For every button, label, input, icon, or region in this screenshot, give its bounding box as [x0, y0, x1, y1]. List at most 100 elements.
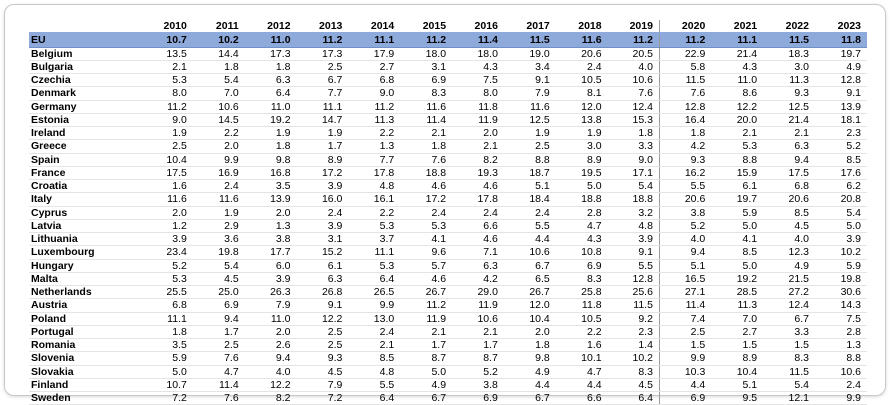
value-cell: 4.8 — [607, 219, 660, 234]
value-cell: 5.5 — [658, 179, 712, 194]
value-cell: 4.0 — [763, 232, 815, 247]
table-row: Poland 11.1 9.4 11.0 12.2 13.0 11.9 10.6 10.4 10.… — [29, 312, 867, 326]
value-cell: 14.3 — [814, 298, 867, 313]
value-cell: 13.8 — [555, 113, 608, 128]
row-label: Latvia — [29, 219, 141, 234]
value-cell: 6.3 — [244, 73, 297, 88]
value-cell: 2.1 — [452, 139, 504, 154]
value-cell: 16.9 — [192, 166, 245, 181]
row-label: Germany — [29, 100, 141, 114]
value-cell: 2.4 — [452, 206, 504, 220]
value-cell: 5.2 — [452, 365, 504, 379]
table-row: Croatia 1.6 2.4 3.5 3.9 4.8 4.6 4.6 5.1 5.0 5.4 5.5… — [29, 179, 867, 194]
value-cell: 4.5 — [192, 272, 245, 287]
value-cell: 20.6 — [763, 192, 815, 207]
value-cell: 2.1 — [141, 60, 193, 75]
value-cell: 6.5 — [503, 272, 556, 287]
value-cell: 7.5 — [814, 312, 867, 326]
value-cell: 10.7 — [141, 33, 193, 48]
value-cell: 7.4 — [658, 312, 712, 326]
value-cell: 3.8 — [658, 206, 712, 220]
table-row: Estonia 9.0 14.5 19.2 14.7 11.3 11.4 11.9 12.5 13… — [29, 113, 867, 128]
value-cell: 19.5 — [555, 166, 608, 181]
value-cell: 10.7 — [141, 378, 193, 393]
row-label: Croatia — [29, 179, 141, 194]
value-cell: 6.3 — [452, 259, 504, 273]
value-cell: 11.3 — [763, 73, 815, 88]
value-cell: 7.6 — [400, 153, 453, 167]
value-cell: 22.9 — [658, 47, 712, 61]
table-row: Hungary 5.2 5.4 6.0 6.1 5.3 5.7 6.3 6.7 6.9 5.5 5.1… — [29, 259, 867, 273]
value-cell: 13.9 — [244, 192, 297, 207]
table-row: Greece 2.5 2.0 1.8 1.7 1.3 1.8 2.1 2.5 3.0 3.3 4.2 5… — [29, 139, 867, 154]
value-cell: 26.7 — [503, 285, 556, 300]
table-row: Germany 11.2 10.6 11.0 11.1 11.2 11.6 11.8 11.6 1… — [29, 100, 867, 114]
value-cell: 9.1 — [607, 245, 660, 260]
value-cell: 19.8 — [192, 245, 245, 260]
value-cell: 21.4 — [711, 47, 764, 61]
value-cell: 2.1 — [763, 126, 815, 141]
value-cell: 8.8 — [503, 153, 556, 167]
value-cell: 3.9 — [296, 179, 349, 194]
value-cell: 11.5 — [763, 33, 815, 48]
value-cell: 4.6 — [452, 232, 504, 247]
value-cell: 5.7 — [400, 259, 453, 273]
value-cell: 6.9 — [192, 298, 245, 313]
value-cell: 11.8 — [555, 298, 608, 313]
value-cell: 7.1 — [452, 245, 504, 260]
value-cell: 12.4 — [607, 100, 660, 114]
value-cell: 1.7 — [400, 338, 453, 353]
value-cell: 18.4 — [503, 192, 556, 207]
table-row: EU 10.7 10.2 11.0 11.2 11.1 11.2 11.4 11.5 11.6 11… — [29, 33, 867, 48]
value-cell: 1.7 — [192, 325, 245, 340]
value-cell: 3.9 — [141, 232, 193, 247]
column-header: 2011 — [192, 20, 245, 35]
table-row: Belgium 13.5 14.4 17.3 17.3 17.9 18.0 18.0 19.0 2… — [29, 47, 867, 61]
value-cell: 15.2 — [296, 245, 349, 260]
value-cell: 3.7 — [348, 232, 401, 247]
value-cell: 1.9 — [192, 206, 245, 220]
value-cell: 9.3 — [658, 153, 712, 167]
row-label: Portugal — [29, 325, 141, 340]
value-cell: 6.9 — [555, 259, 608, 273]
value-cell: 3.9 — [296, 219, 349, 234]
value-cell: 2.4 — [400, 206, 453, 220]
value-cell: 1.8 — [192, 60, 245, 75]
value-cell: 6.4 — [244, 86, 297, 101]
value-cell: 1.8 — [244, 139, 297, 154]
value-cell: 7.6 — [658, 86, 712, 101]
value-cell: 5.2 — [814, 139, 867, 154]
value-cell: 11.5 — [607, 298, 660, 313]
column-header: 2020 — [658, 20, 712, 35]
value-cell: 19.3 — [452, 166, 504, 181]
value-cell: 17.6 — [814, 166, 867, 181]
value-cell: 10.1 — [555, 351, 608, 366]
value-cell: 19.2 — [244, 113, 297, 128]
column-header: 2010 — [141, 20, 193, 35]
value-cell: 1.8 — [400, 139, 453, 154]
value-cell: 18.8 — [607, 192, 660, 207]
value-cell: 8.0 — [141, 86, 193, 101]
value-cell: 10.4 — [711, 365, 764, 379]
value-cell: 8.8 — [711, 153, 764, 167]
value-cell: 9.4 — [244, 351, 297, 366]
row-label: Greece — [29, 139, 141, 154]
value-cell: 4.2 — [452, 272, 504, 287]
value-cell: 6.4 — [348, 391, 401, 405]
value-cell: 8.9 — [711, 351, 764, 366]
value-cell: 18.8 — [400, 166, 453, 181]
value-cell: 5.1 — [711, 378, 764, 393]
row-label: Netherlands — [29, 285, 141, 300]
value-cell: 11.0 — [711, 73, 764, 88]
value-cell: 2.2 — [348, 206, 401, 220]
table-row: Italy 11.6 11.6 13.9 16.0 16.1 17.2 17.8 18.4 18.… — [29, 192, 867, 207]
value-cell: 4.7 — [555, 219, 608, 234]
value-cell: 1.8 — [658, 126, 712, 141]
value-cell: 9.6 — [400, 245, 453, 260]
value-cell: 4.9 — [814, 60, 867, 75]
value-cell: 7.5 — [452, 73, 504, 88]
value-cell: 11.5 — [503, 33, 556, 48]
value-cell: 5.9 — [711, 206, 764, 220]
value-cell: 7.2 — [141, 391, 193, 405]
value-cell: 4.9 — [763, 259, 815, 273]
